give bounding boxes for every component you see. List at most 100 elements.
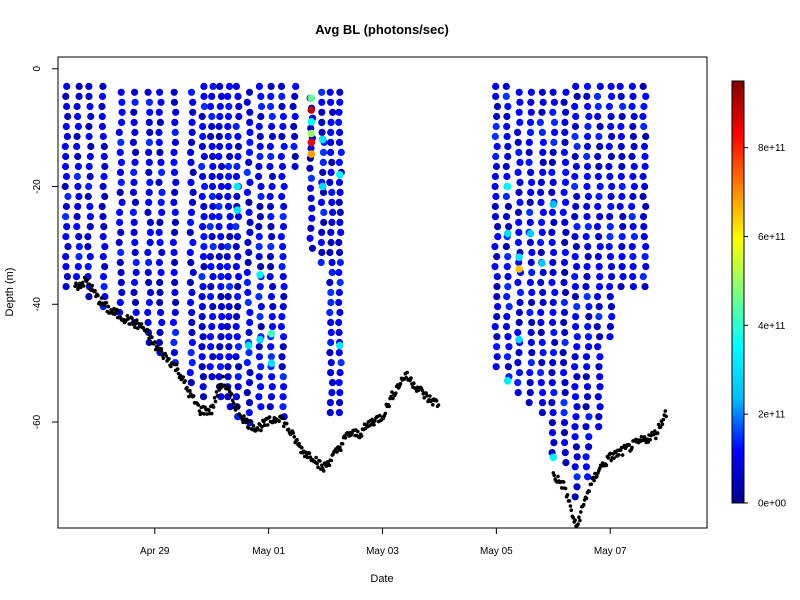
profile-point <box>268 313 276 321</box>
profile-point <box>618 112 626 121</box>
profile-point <box>550 138 558 146</box>
profile-point <box>199 333 207 341</box>
profile-point <box>217 303 226 311</box>
profile-point <box>617 122 625 131</box>
profile-point <box>145 118 153 126</box>
profile-point <box>571 102 579 111</box>
profile-point <box>573 473 581 481</box>
profile-point <box>618 152 626 161</box>
profile-point <box>171 258 179 267</box>
profile-point <box>606 253 615 261</box>
profile-point <box>335 178 344 186</box>
profile-point <box>548 228 556 236</box>
profile-point <box>244 288 252 297</box>
profile-point <box>336 248 344 257</box>
profile-point <box>619 213 627 221</box>
bottom-point <box>292 435 297 439</box>
profile-point <box>494 233 502 241</box>
profile-point <box>246 118 254 126</box>
profile-point <box>99 253 107 261</box>
profile-point <box>188 198 197 206</box>
profile-point <box>573 403 581 411</box>
profile-point <box>215 122 223 131</box>
bottom-point <box>207 408 211 413</box>
profile-point <box>73 142 81 151</box>
profile-point <box>527 338 536 347</box>
bottom-point <box>372 423 376 427</box>
highlight-point <box>233 182 242 191</box>
profile-point <box>583 293 591 301</box>
profile-point <box>619 273 627 281</box>
profile-point <box>308 214 316 222</box>
bottom-point <box>267 415 272 419</box>
profile-point <box>145 158 153 166</box>
bottom-point <box>373 419 377 423</box>
profile-point <box>571 152 579 161</box>
profile-point <box>116 258 124 267</box>
bottom-point <box>405 370 410 375</box>
profile-point <box>492 152 500 161</box>
profile-point <box>537 328 545 337</box>
profile-point <box>145 278 153 287</box>
bottom-point <box>398 381 403 386</box>
bottom-point <box>412 381 416 386</box>
profile-point <box>502 82 510 90</box>
bottom-point <box>658 425 663 429</box>
profile-point <box>335 108 343 116</box>
profile-point <box>200 213 208 221</box>
profile-point <box>526 389 534 397</box>
profile-point <box>85 122 93 131</box>
profile-point <box>548 278 556 287</box>
profile-point <box>198 293 206 301</box>
profile-point <box>618 182 626 191</box>
profile-point <box>116 188 124 196</box>
profile-point <box>156 218 164 226</box>
profile-point <box>146 288 155 297</box>
colorbar-tick-label: 6e+11 <box>758 232 786 243</box>
bottom-point <box>576 522 580 526</box>
profile-point <box>573 303 581 311</box>
bottom-point <box>240 417 244 422</box>
profile-point <box>62 202 70 211</box>
profile-point <box>216 112 224 121</box>
bottom-point <box>314 455 318 460</box>
profile-point <box>327 128 335 136</box>
profile-point <box>234 92 242 100</box>
profile-point <box>225 303 233 311</box>
bottom-point <box>181 375 185 379</box>
profile-point <box>198 343 206 351</box>
profile-point <box>118 108 126 116</box>
profile-point <box>280 293 288 301</box>
profile-point <box>216 363 225 371</box>
profile-point <box>593 293 602 301</box>
profile-point <box>255 353 263 361</box>
profile-point <box>630 233 639 241</box>
profile-point <box>224 293 232 301</box>
profile-point <box>269 303 277 311</box>
profile-point <box>572 413 580 421</box>
profile-point <box>255 82 263 90</box>
profile-point <box>208 142 216 151</box>
profile-point <box>585 433 593 441</box>
profile-point <box>246 138 254 146</box>
profile-point <box>62 233 70 241</box>
profile-point <box>86 253 94 261</box>
x-tick-label: May 03 <box>366 546 399 557</box>
profile-point <box>268 383 276 391</box>
profile-point <box>573 223 581 231</box>
profile-point <box>129 138 137 146</box>
profile-point <box>170 148 178 156</box>
profile-point <box>187 379 195 387</box>
profile-point <box>215 202 223 211</box>
profile-point <box>291 162 299 171</box>
profile-point <box>538 108 546 116</box>
profile-point <box>100 172 108 181</box>
profile-point <box>585 443 593 451</box>
profile-point <box>328 379 337 387</box>
profile-point <box>224 243 232 251</box>
bottom-point <box>241 420 245 425</box>
profile-point <box>268 132 277 141</box>
bottom-point <box>93 289 97 293</box>
profile-point <box>224 132 232 141</box>
bottom-point <box>567 499 572 503</box>
